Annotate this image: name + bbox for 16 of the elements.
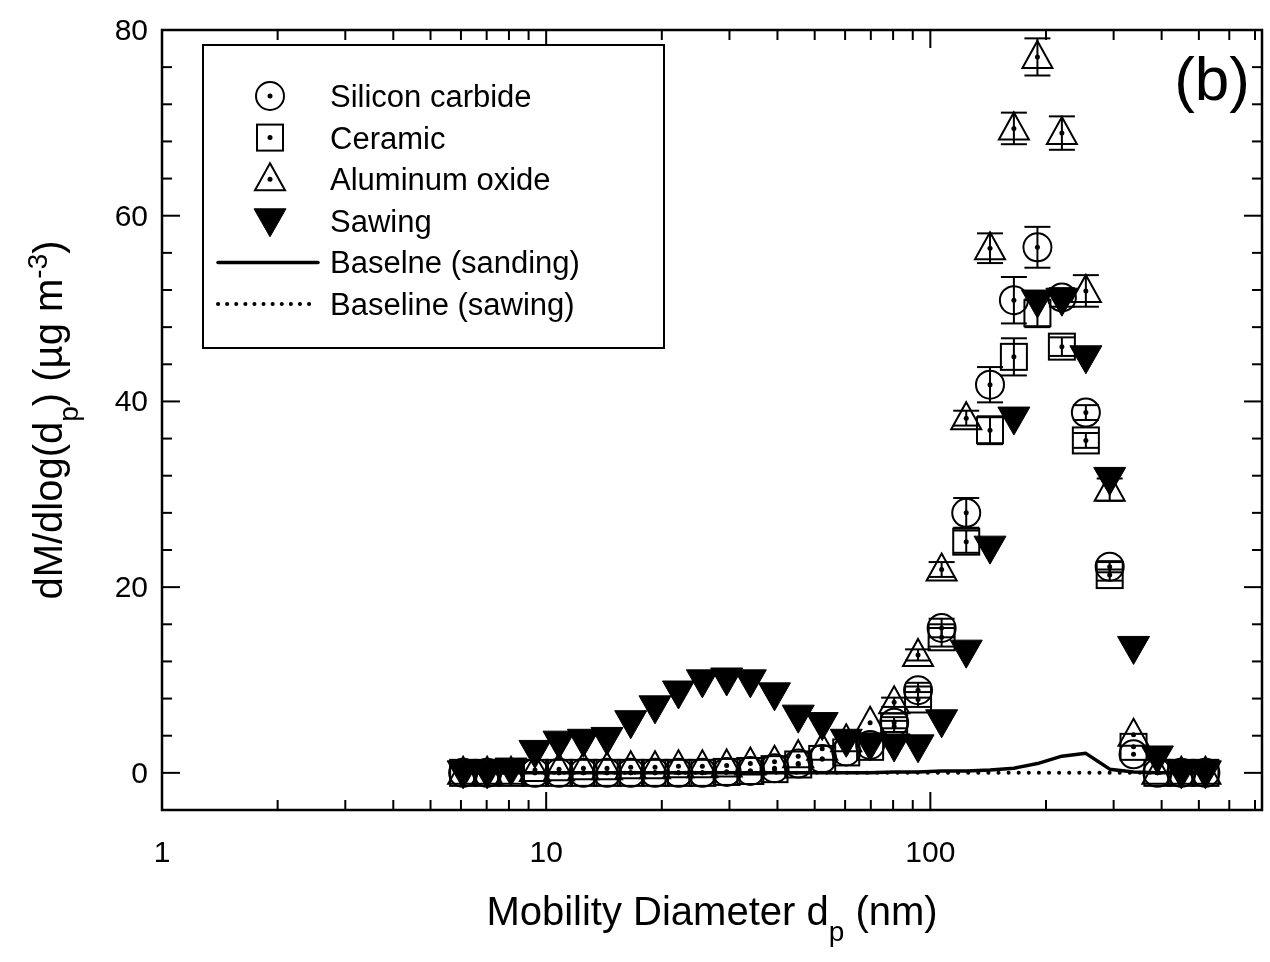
y-tick-label: 60: [114, 198, 148, 232]
x-tick-label: 10: [529, 835, 563, 868]
x-tick-label: 100: [905, 835, 956, 868]
y-tick-label: 20: [114, 570, 148, 604]
annotation: (b): [1174, 44, 1250, 113]
legend-label: Baseline (sawing): [330, 287, 575, 322]
x-axis-title: Mobility Diameter d$_{p}$ (nm): [486, 889, 938, 947]
legend-label: Ceramic: [330, 120, 446, 156]
legend-label: Baselne (sanding): [330, 245, 580, 281]
y-tick-label: 0: [131, 755, 148, 789]
legend-label: Silicon carbide: [330, 79, 532, 114]
x-tick-label: 1: [153, 835, 171, 868]
y-tick-label: 40: [114, 384, 148, 418]
legend-label: Aluminum oxide: [330, 162, 551, 198]
legend-label: Sawing: [330, 203, 432, 239]
y-tick-label: 80: [114, 13, 148, 46]
